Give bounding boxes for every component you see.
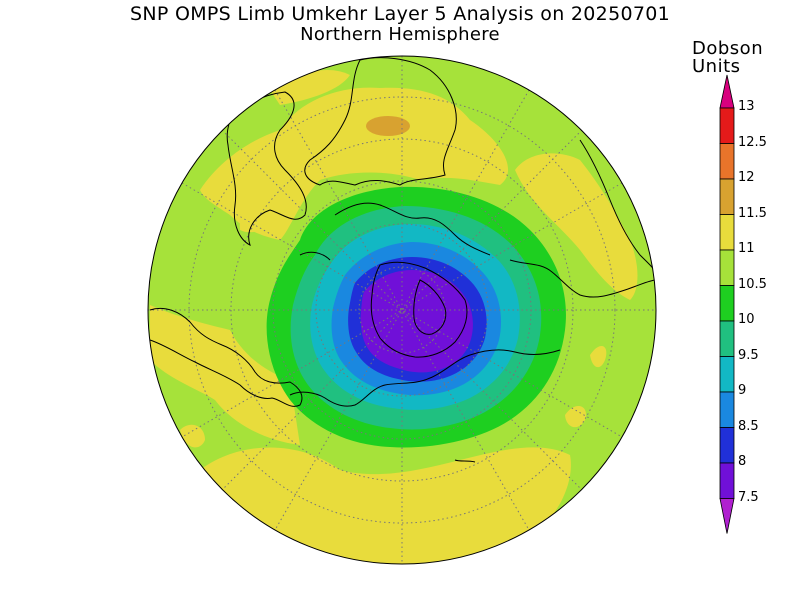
colorbar-swatch <box>719 462 735 499</box>
band-11-nw <box>239 155 293 233</box>
band-11-south <box>200 447 571 564</box>
colorbar-swatch <box>719 285 735 322</box>
band-11-5-peak <box>366 116 410 136</box>
colorbar-tick-label: 7.5 <box>738 489 759 505</box>
colorbar-tick-label: 10 <box>738 312 755 327</box>
colorbar-swatch <box>719 391 735 428</box>
colorbar-swatch <box>719 178 735 215</box>
units-label-1: Dobson <box>692 38 764 59</box>
colorbar-swatch <box>719 356 735 393</box>
units-label-2: Units <box>692 56 741 77</box>
colorbar-arrow-bottom <box>719 498 735 534</box>
band-11-se-spot <box>565 405 586 428</box>
colorbar-arrow-top <box>719 74 735 109</box>
colorbar <box>719 74 735 534</box>
colorbar-swatch <box>719 427 735 464</box>
colorbar-tick-label: 13 <box>738 99 755 114</box>
colorbar-swatch <box>719 107 735 144</box>
colorbar-tick-label: 9 <box>738 383 747 398</box>
colorbar-swatch <box>719 249 735 286</box>
map-title: SNP OMPS Limb Umkehr Layer 5 Analysis on… <box>129 3 671 25</box>
colorbar-tick-label: 9.5 <box>738 347 759 363</box>
coastlines <box>149 57 656 463</box>
colorbar-swatch <box>719 320 735 357</box>
map-border <box>147 55 657 565</box>
band-11-sw-spot <box>180 424 205 448</box>
colorbar-tick-label: 12.5 <box>738 134 767 150</box>
colorbar-tick-label: 8.5 <box>738 418 759 434</box>
graticule <box>148 56 656 564</box>
colorbar-swatch <box>719 143 735 180</box>
map-subtitle: Northern Hemisphere <box>300 24 500 45</box>
colorbar-swatch <box>719 214 735 251</box>
band-11-east-spot <box>590 345 607 368</box>
ozone-field <box>148 56 656 564</box>
band-11-west <box>150 305 300 445</box>
colorbar-tick-label: 8 <box>738 454 747 469</box>
band-11-east <box>515 153 638 300</box>
colorbar-tick-label: 12 <box>738 170 755 185</box>
colorbar-tick-label: 10.5 <box>738 276 767 292</box>
colorbar-tick-label: 11.5 <box>738 205 767 221</box>
colorbar-tick-label: 11 <box>738 241 755 256</box>
